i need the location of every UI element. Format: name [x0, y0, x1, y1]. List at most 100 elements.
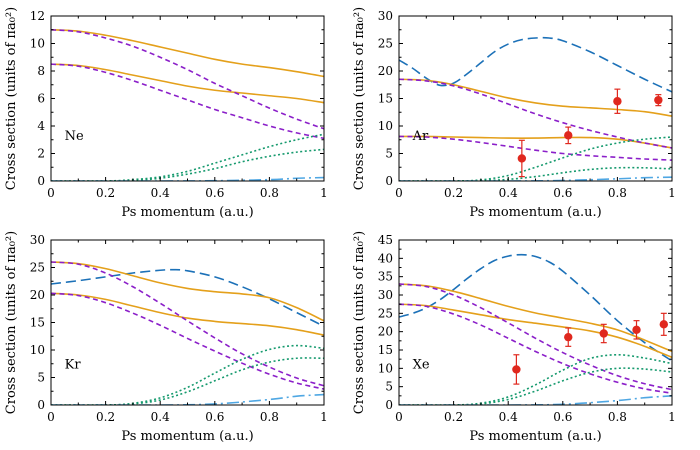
series-xe-dashed-upper	[399, 283, 672, 391]
series-ar-dashed-upper	[399, 78, 672, 149]
series-ar-dashdot	[399, 176, 672, 181]
y-tick-label: 2	[37, 147, 45, 161]
x-tick-label: 1	[668, 186, 676, 200]
x-tick-label: 0.6	[205, 186, 224, 200]
series-kr-solid-upper	[51, 261, 324, 322]
data-marker	[564, 332, 573, 342]
x-tick-label: 0.2	[444, 186, 463, 200]
y-tick-label: 35	[378, 270, 393, 284]
series-ne-dotted-lower	[51, 148, 324, 181]
y-tick-label: 25	[378, 37, 393, 51]
element-label-ar: Ar	[412, 129, 429, 144]
x-tick-label: 0.8	[260, 186, 279, 200]
curves-ar	[399, 36, 672, 181]
series-ar-long-dash	[399, 36, 672, 93]
data-point-ar-3	[613, 88, 622, 114]
x-tick-label: 1	[320, 410, 328, 424]
series-kr-dotted-lower	[51, 357, 324, 405]
x-tick-label: 0.4	[499, 410, 518, 424]
x-tick-label: 1	[320, 186, 328, 200]
plot-frame-ne	[50, 15, 325, 182]
y-tick-label: 25	[378, 306, 393, 320]
data-point-xe-2	[564, 327, 573, 347]
data-marker	[613, 97, 622, 106]
data-point-ar-4	[654, 94, 663, 107]
x-tick-label: 0.8	[608, 186, 627, 200]
x-tick-label: 0	[47, 186, 55, 200]
y-axis-label: Cross section (units of πa₀²)	[352, 7, 367, 190]
y-tick-label: 25	[30, 261, 45, 275]
series-kr-dashdot	[51, 393, 324, 405]
y-tick-label: 10	[30, 343, 45, 357]
x-tick-label: 0	[47, 410, 55, 424]
data-point-xe-5	[659, 312, 669, 336]
x-tick-label: 0.4	[151, 410, 170, 424]
plot-frame-kr	[50, 239, 325, 406]
series-ne-dashed-upper	[51, 28, 324, 130]
series-xe-long-dash	[399, 253, 672, 362]
y-axis-label: Cross section (units of πa₀²)	[4, 7, 19, 190]
x-tick-label: 1	[668, 410, 676, 424]
series-ne-solid-lower	[51, 63, 324, 104]
series-kr-dotted-upper	[51, 344, 324, 405]
series-kr-dashed-lower	[51, 292, 324, 390]
data-marker	[564, 131, 573, 140]
series-xe-solid-lower	[399, 303, 672, 359]
y-tick-label: 6	[37, 92, 45, 106]
series-ne-dashdot	[51, 176, 324, 181]
x-axis-label: Ps momentum (a.u.)	[121, 205, 253, 220]
element-label-xe: Xe	[413, 358, 430, 373]
data-point-xe-1	[512, 354, 521, 385]
curves-kr	[51, 261, 324, 405]
x-tick-label: 0.6	[553, 410, 572, 424]
element-label-kr: Kr	[65, 358, 82, 373]
y-tick-label: 10	[378, 119, 393, 133]
y-tick-label: 15	[378, 92, 393, 106]
y-tick-label: 30	[378, 9, 393, 23]
y-tick-label: 5	[385, 380, 393, 394]
series-kr-dashed-upper	[51, 261, 324, 387]
y-tick-label: 0	[37, 398, 45, 412]
y-tick-label: 30	[30, 233, 45, 247]
y-tick-label: 0	[37, 174, 45, 188]
y-tick-label: 45	[378, 233, 393, 247]
y-tick-label: 20	[378, 64, 393, 78]
series-kr-solid-lower	[51, 292, 324, 336]
y-tick-label: 10	[378, 361, 393, 375]
series-ar-dotted-lower	[399, 166, 672, 181]
data-marker	[512, 365, 521, 374]
data-point-ar-2	[564, 126, 573, 145]
y-tick-label: 20	[378, 325, 393, 339]
x-tick-label: 0	[395, 186, 403, 200]
x-tick-label: 0.2	[96, 410, 115, 424]
data-marker	[632, 325, 641, 335]
data-marker	[517, 154, 527, 163]
x-tick-label: 0	[395, 410, 403, 424]
data-marker	[599, 329, 608, 338]
y-tick-label: 15	[30, 316, 45, 330]
y-tick-label: 10	[30, 37, 45, 51]
series-xe-dotted-upper	[399, 353, 672, 405]
series-ne-dashed-lower	[51, 63, 324, 140]
series-kr-long-dash	[51, 268, 324, 328]
series-ar-solid-lower	[399, 135, 672, 149]
x-axis-label: Ps momentum (a.u.)	[121, 429, 253, 444]
y-tick-label: 20	[30, 288, 45, 302]
x-tick-label: 0.4	[151, 186, 170, 200]
data-point-xe-3	[599, 323, 608, 344]
series-ar-dashed-lower	[399, 135, 672, 161]
x-tick-label: 0.8	[608, 410, 627, 424]
curves-ne	[51, 28, 324, 181]
x-tick-label: 0.2	[96, 186, 115, 200]
data-point-ar-1	[517, 139, 527, 178]
series-xe-dashed-lower	[399, 303, 672, 395]
series-ne-solid-upper	[51, 28, 324, 78]
y-tick-label: 30	[378, 288, 393, 302]
element-label-ne: Ne	[65, 129, 84, 144]
x-tick-label: 0.8	[260, 410, 279, 424]
